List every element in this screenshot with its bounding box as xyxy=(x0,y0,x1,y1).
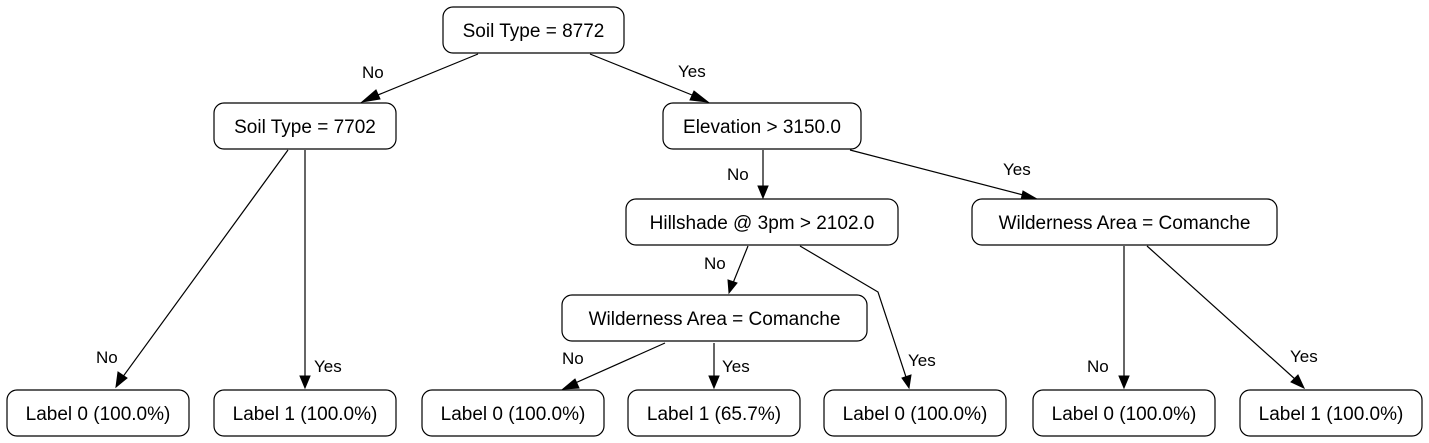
node-label: Label 0 (100.0%) xyxy=(843,404,988,425)
leaf-label-1-c: Label 1 (100.0%) xyxy=(1239,389,1423,437)
edge-root-to-elevation: Yes xyxy=(589,53,710,103)
node-elevation: Elevation > 3150.0 xyxy=(662,102,862,150)
edge-label: Yes xyxy=(908,351,936,370)
edge-label: No xyxy=(727,165,749,184)
edge-label: No xyxy=(704,254,726,273)
node-label: Label 1 (100.0%) xyxy=(1259,404,1404,425)
node-hillshade: Hillshade @ 3pm > 2102.0 xyxy=(625,198,899,246)
edge-label: Yes xyxy=(1003,160,1031,179)
edge-label: No xyxy=(362,63,384,82)
leaf-label-0-c: Label 0 (100.0%) xyxy=(823,389,1007,437)
node-wilderness-area-right: Wilderness Area = Comanche xyxy=(971,198,1278,246)
edge-elevation-to-hillshade: No xyxy=(727,150,769,200)
edge-wilderness-mid-to-leaf-4: Yes xyxy=(708,343,750,390)
node-wilderness-area-mid: Wilderness Area = Comanche xyxy=(561,294,868,342)
edge-wilderness-mid-to-leaf-3: No xyxy=(561,342,666,390)
node-label: Label 0 (100.0%) xyxy=(1052,404,1197,425)
edge-label: No xyxy=(96,348,118,367)
node-label: Label 1 (65.7%) xyxy=(647,404,781,425)
edge-hillshade-to-wilderness-mid: No xyxy=(704,245,749,295)
edge-label: Yes xyxy=(314,357,342,376)
edge-wilderness-right-to-leaf-7: Yes xyxy=(1146,245,1318,390)
node-label: Label 0 (100.0%) xyxy=(26,404,171,425)
node-label: Wilderness Area = Comanche xyxy=(999,213,1251,234)
edge-label: Yes xyxy=(722,357,750,376)
edge-soil-7702-to-leaf-1: No xyxy=(96,149,289,389)
edge-label: No xyxy=(562,349,584,368)
node-soil-type-7702: Soil Type = 7702 xyxy=(213,102,397,150)
node-label: Soil Type = 7702 xyxy=(234,117,376,138)
node-label: Soil Type = 8772 xyxy=(463,21,605,42)
leaf-label-0-b: Label 0 (100.0%) xyxy=(421,389,605,437)
edge-label: No xyxy=(1087,357,1109,376)
node-label: Hillshade @ 3pm > 2102.0 xyxy=(650,213,875,234)
edge-wilderness-right-to-leaf-6: No xyxy=(1087,246,1130,390)
leaf-label-0-d: Label 0 (100.0%) xyxy=(1032,389,1216,437)
node-label: Label 0 (100.0%) xyxy=(441,404,586,425)
node-root: Soil Type = 8772 xyxy=(442,6,625,54)
leaf-label-1-a: Label 1 (100.0%) xyxy=(213,389,397,437)
node-label: Label 1 (100.0%) xyxy=(233,404,378,425)
node-label: Elevation > 3150.0 xyxy=(683,117,841,138)
edge-elevation-to-wilderness-right: Yes xyxy=(849,149,1039,201)
node-label: Wilderness Area = Comanche xyxy=(589,309,841,330)
edge-root-to-soil-7702: No xyxy=(360,53,479,103)
edge-soil-7702-to-leaf-2: Yes xyxy=(299,150,342,390)
edge-hillshade-to-leaf-5: Yes xyxy=(799,245,936,390)
leaf-label-1-b: Label 1 (65.7%) xyxy=(627,389,801,437)
leaf-label-0-a: Label 0 (100.0%) xyxy=(6,389,190,437)
edge-label: Yes xyxy=(678,62,706,81)
edge-label: Yes xyxy=(1290,347,1318,366)
